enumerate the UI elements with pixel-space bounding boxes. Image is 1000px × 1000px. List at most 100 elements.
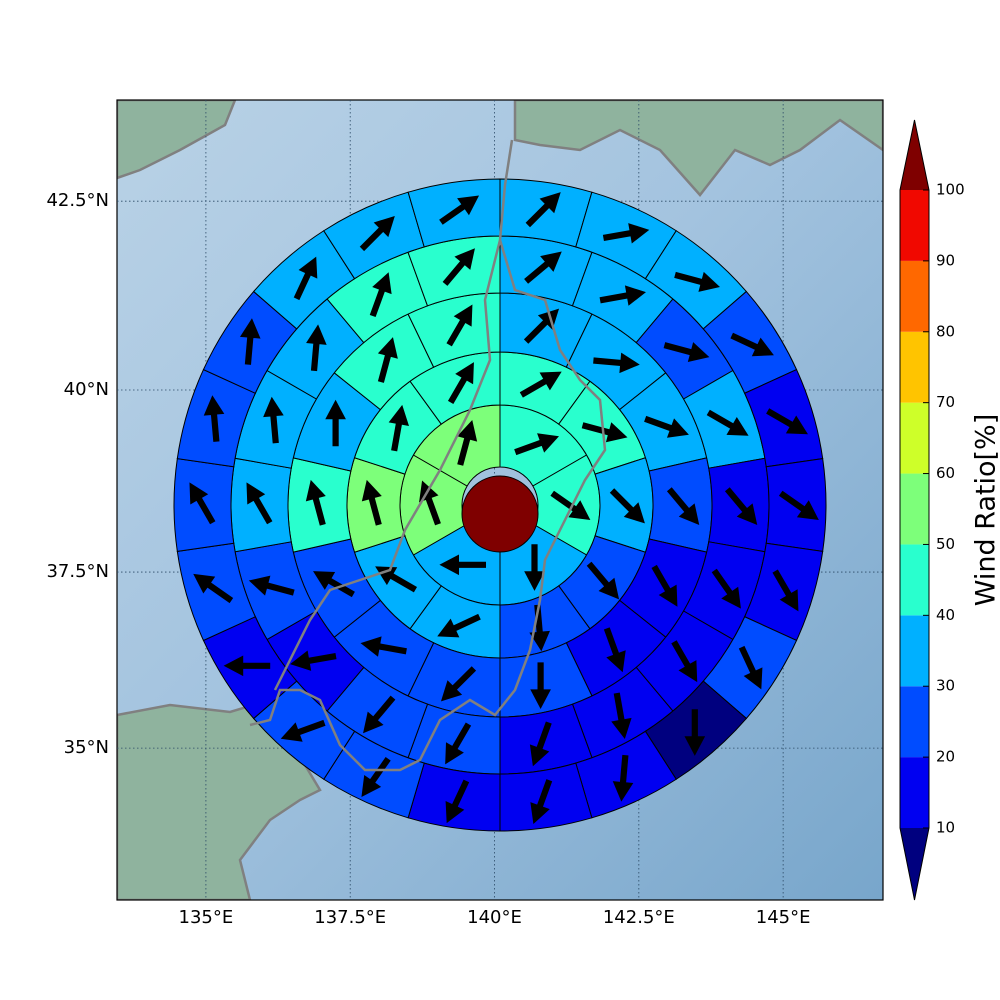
x-tick-label: 137.5°E [314,907,386,928]
colorbar-bin [900,544,929,616]
colorbar-label: Wind Ratio[%] [971,414,1000,606]
wind-arrow [263,396,284,444]
colorbar-tick-label: 60 [936,464,955,482]
wind-arrow [280,719,326,742]
wind-rose [173,178,827,832]
wind-arrow [611,692,632,739]
wind-arrow [203,395,225,442]
land [117,698,322,900]
wind-arrow [248,575,295,596]
wind-arrow [445,722,472,765]
wind-arrow [439,195,480,225]
colorbar-bin [900,686,929,758]
map-frame [116,99,884,901]
wind-arrow [524,251,562,284]
wind-arrow [325,399,346,447]
colorbar-tick-label: 100 [936,181,965,199]
wind-arrow [772,569,799,612]
colorbar-extend [900,120,929,190]
wind-arrow [529,604,550,652]
y-tick-label: 37.5°N [46,561,109,582]
colorbar-tick-label: 20 [936,748,955,766]
wind-arrow [369,272,392,318]
wind-arrow [189,482,216,525]
wind-arrow [437,613,481,638]
center-disc [461,475,539,553]
wind-arrow [730,332,774,357]
wind-arrow [306,324,327,372]
wind-arrow [666,487,700,525]
wind-arrow [603,627,626,673]
wind-arrow [530,779,553,824]
land [117,100,237,180]
coastline [249,139,607,772]
colorbar-tick-label: 90 [936,251,955,269]
wind-arrow [239,318,261,365]
wind-arrow [550,490,591,520]
wind-arrow [644,415,689,438]
colorbar-bin [900,260,929,332]
wind-arrow [375,566,418,593]
wind-arrow [313,571,355,598]
colorbar-bin [900,615,929,687]
wind-arrow [360,636,407,657]
wind-arrow [651,564,678,607]
wind-arrow [193,573,234,604]
wind-arrow [724,487,758,525]
sector [407,762,501,832]
y-tick-label: 40°N [64,379,109,400]
wind-arrow [711,568,741,609]
wind-arrow [290,650,337,671]
wind-arrow [530,662,551,709]
colorbar-bin [900,757,929,828]
colorbar-tick-label: 80 [936,322,955,340]
x-tick-label: 145°E [756,907,811,928]
colorbar-bin [900,402,929,474]
wind-arrow [442,248,475,286]
wind-arrow [361,757,391,797]
wind-arrow [514,433,559,456]
wind-arrow [671,640,698,683]
x-tick-label: 140°E [467,907,522,928]
colorbar-bin [900,331,929,403]
wind-arrow [766,408,808,435]
wind-arrow [593,352,640,374]
sector [499,178,593,248]
wind-arrow [445,779,470,824]
wind-arrow [529,721,552,767]
x-tick-label: 135°E [179,907,234,928]
colorbar-tick-label: 70 [936,393,955,411]
wind-arrow [363,695,396,734]
wind-arrow [684,709,706,756]
colorbar-extend [900,828,929,900]
wind-arrow [778,490,819,520]
wind-arrow [738,645,763,690]
wind-arrow [602,223,650,244]
wind-arrow [223,655,271,677]
colorbar-tick-label: 50 [936,535,955,553]
wind-arrow [612,754,634,802]
wind-arrow [525,192,561,228]
wind-arrow [447,362,474,405]
wind-arrow [388,404,410,452]
wind-arrow [440,666,477,702]
colorbar-tick-label: 10 [936,819,955,837]
wind-arrow [361,479,382,526]
wind-arrow [305,479,326,526]
wind-arrow [446,304,473,347]
wind-arrow [377,337,398,383]
colorbar-bin [900,473,929,545]
colorbar-bin [900,190,929,261]
y-tick-label: 42.5°N [46,190,109,211]
wind-arrow [663,342,710,363]
x-tick-label: 142.5°E [603,907,675,928]
wind-arrow [524,544,545,591]
colorbar-tick-label: 30 [936,677,955,695]
wind-arrow [439,554,486,576]
y-tick-label: 35°N [64,737,109,758]
wind-arrow [609,488,645,524]
wind-arrow [586,561,620,600]
wind-arrow [293,256,318,301]
